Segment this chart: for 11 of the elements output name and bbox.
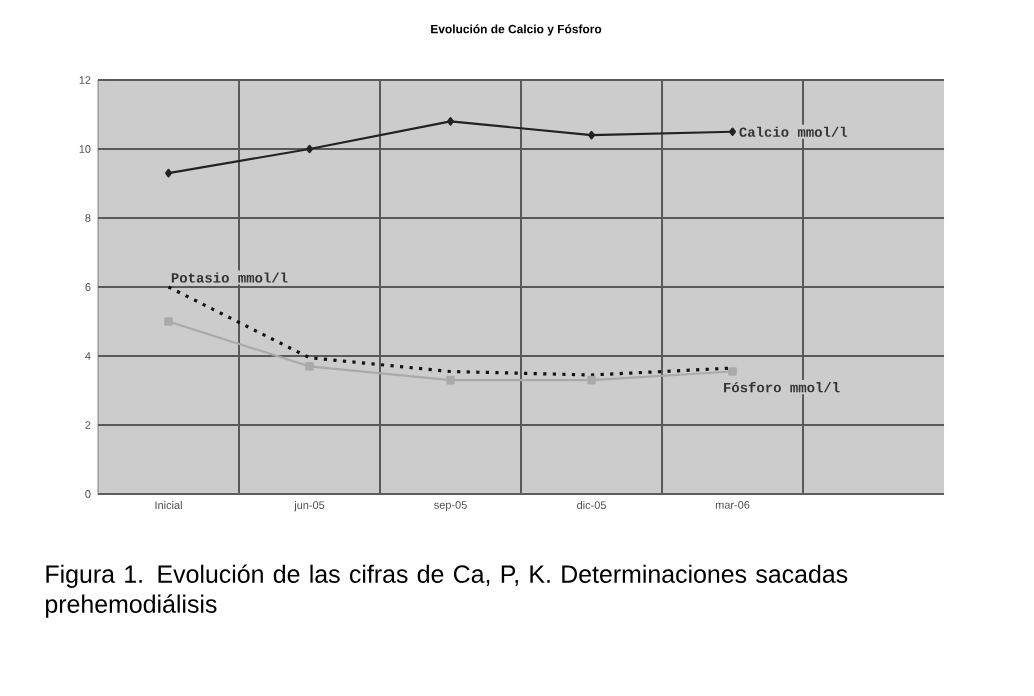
point: [447, 117, 455, 126]
point: [164, 317, 173, 326]
point: [588, 130, 596, 140]
point: [305, 362, 314, 371]
point: [446, 375, 455, 385]
point: [728, 367, 737, 376]
point: [587, 375, 596, 385]
text: Figura 1. Evolución de las cifras de Ca, P, K. Determinaciones sacadas prehemodiálisis: [46, 564, 848, 618]
point: [165, 168, 172, 178]
point: [306, 144, 313, 154]
point: [729, 127, 737, 137]
